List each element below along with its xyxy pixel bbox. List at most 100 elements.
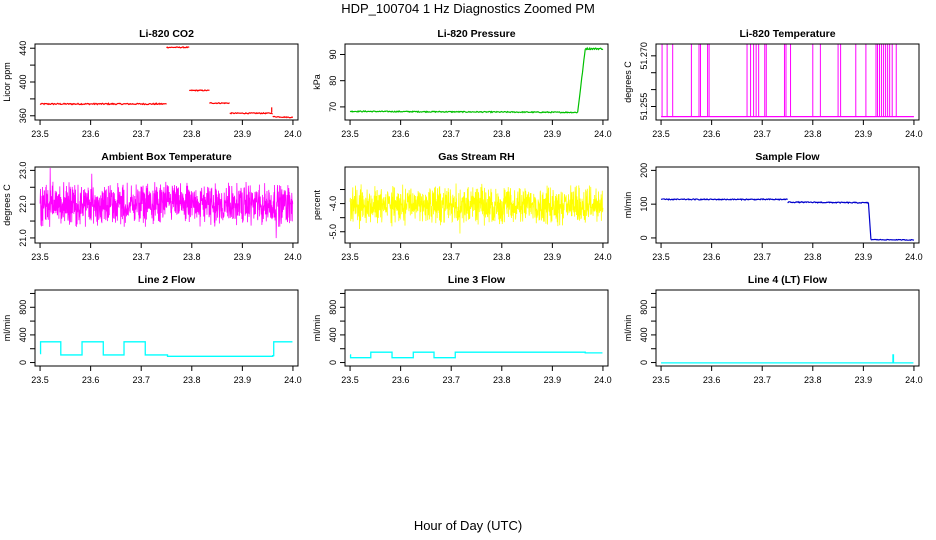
y-tick-label: 51.255 — [639, 93, 649, 121]
plot-frame — [655, 43, 920, 121]
x-tick-label: 23.8 — [804, 129, 822, 139]
plot-area — [660, 198, 915, 241]
x-tick-label: 23.9 — [234, 252, 252, 262]
y-tick-label: 0 — [639, 360, 649, 365]
y-tick-label: 22.0 — [18, 195, 28, 213]
y-tick-label: 0 — [639, 235, 649, 240]
panel-title: Line 3 Flow — [448, 274, 506, 286]
panel-title: Li-820 CO2 — [139, 28, 194, 40]
series-line — [577, 49, 586, 113]
x-tick-label: 23.5 — [341, 375, 359, 385]
y-tick-label: 21.0 — [18, 229, 28, 247]
series-line — [787, 200, 869, 205]
plot-area — [349, 351, 603, 359]
x-tick-label: 23.9 — [234, 129, 252, 139]
y-tick-label: 400 — [328, 327, 338, 342]
y-tick-label: 200 — [639, 163, 649, 178]
x-tick-label: 23.7 — [132, 375, 150, 385]
y-tick-label: 400 — [639, 327, 649, 342]
x-tick-label: 23.6 — [392, 129, 410, 139]
x-tick-label: 23.8 — [493, 252, 511, 262]
plot-area — [39, 167, 294, 239]
x-tick-label: 23.7 — [442, 129, 460, 139]
x-tick-label: 23.9 — [544, 252, 562, 262]
series-line — [166, 46, 190, 49]
x-tick-label: 23.8 — [493, 375, 511, 385]
plot-frame — [344, 289, 609, 367]
series-line — [349, 183, 604, 234]
y-tick-label: 0 — [18, 360, 28, 365]
panel-title: Line 2 Flow — [138, 274, 196, 286]
y-tick-label: -4.0 — [328, 196, 338, 212]
plot-frame — [34, 289, 299, 367]
y-axis-label: percent — [312, 189, 322, 220]
series-line — [229, 111, 273, 115]
plot-area — [349, 46, 604, 114]
x-tick-label: 23.5 — [31, 252, 49, 262]
panel-title: Sample Flow — [755, 151, 820, 163]
series-line — [189, 89, 210, 92]
y-axis-label: ml/min — [2, 315, 12, 342]
y-tick-label: 70 — [328, 102, 338, 112]
y-tick-label: 800 — [639, 300, 649, 315]
x-tick-label: 23.9 — [855, 129, 873, 139]
x-tick-label: 23.7 — [442, 375, 460, 385]
x-tick-label: 23.7 — [132, 252, 150, 262]
plot-frame — [34, 43, 299, 121]
plot-frame — [655, 289, 920, 367]
y-axis-label: ml/min — [623, 192, 633, 219]
panel-8: Line 3 Flow ml/min 23.5 23.6 23.7 23.8 23.9 24.… — [312, 274, 612, 385]
panel-title: Li-820 Pressure — [437, 28, 515, 40]
x-tick-label: 23.6 — [703, 129, 721, 139]
x-tick-label: 23.6 — [82, 252, 100, 262]
plot-frame — [344, 166, 609, 244]
y-axis-label: ml/min — [312, 315, 322, 342]
x-tick-label: 23.8 — [183, 252, 201, 262]
series-line — [870, 238, 915, 241]
panel-title: Gas Stream RH — [438, 151, 514, 163]
x-tick-label: 23.5 — [652, 252, 670, 262]
x-tick-label: 23.7 — [753, 252, 771, 262]
series-line — [584, 46, 604, 51]
plot-frame — [34, 166, 299, 244]
y-axis-label: degrees C — [2, 184, 12, 226]
x-tick-label: 23.7 — [442, 252, 460, 262]
plot-frame — [344, 43, 609, 121]
x-tick-label: 24.0 — [284, 252, 302, 262]
series-line — [272, 115, 294, 119]
figure-xlabel: Hour of Day (UTC) — [413, 518, 523, 533]
y-tick-label: 90 — [328, 49, 338, 59]
panel-2: Li-820 Pressure kPa 23.5 23.6 23.7 23.8 23.9 24… — [312, 28, 612, 139]
y-tick-label: 800 — [328, 300, 338, 315]
panel-3: Li-820 Temperature degrees C 23.5 23.6 23.7 2… — [623, 28, 923, 139]
x-tick-label: 23.8 — [804, 252, 822, 262]
series-line — [867, 202, 872, 240]
series-line — [661, 354, 914, 364]
x-tick-label: 23.6 — [82, 375, 100, 385]
x-tick-label: 23.8 — [183, 129, 201, 139]
x-tick-label: 23.9 — [544, 375, 562, 385]
x-tick-label: 24.0 — [905, 252, 923, 262]
x-tick-label: 24.0 — [284, 375, 302, 385]
x-tick-label: 23.5 — [652, 375, 670, 385]
x-tick-label: 23.9 — [855, 252, 873, 262]
panel-6: Sample Flow ml/min 23.5 23.6 23.7 23.8 23.9 24.… — [623, 151, 923, 262]
x-tick-label: 24.0 — [594, 375, 612, 385]
y-tick-label: 400 — [18, 74, 28, 89]
plot-area — [39, 341, 293, 357]
plot-area — [349, 183, 604, 234]
y-tick-label: 0 — [328, 360, 338, 365]
x-tick-label: 23.6 — [392, 252, 410, 262]
y-axis-label: degrees C — [623, 61, 633, 103]
y-tick-label: 440 — [18, 41, 28, 56]
x-tick-label: 24.0 — [594, 129, 612, 139]
y-axis-label: ml/min — [623, 315, 633, 342]
x-tick-label: 23.9 — [234, 375, 252, 385]
panel-4: Ambient Box Temperature degrees C 23.5 23.6… — [2, 151, 302, 262]
x-tick-label: 23.8 — [183, 375, 201, 385]
plot-area — [39, 46, 294, 119]
x-tick-label: 23.6 — [703, 375, 721, 385]
y-axis-label: kPa — [312, 74, 322, 90]
x-tick-label: 23.8 — [493, 129, 511, 139]
